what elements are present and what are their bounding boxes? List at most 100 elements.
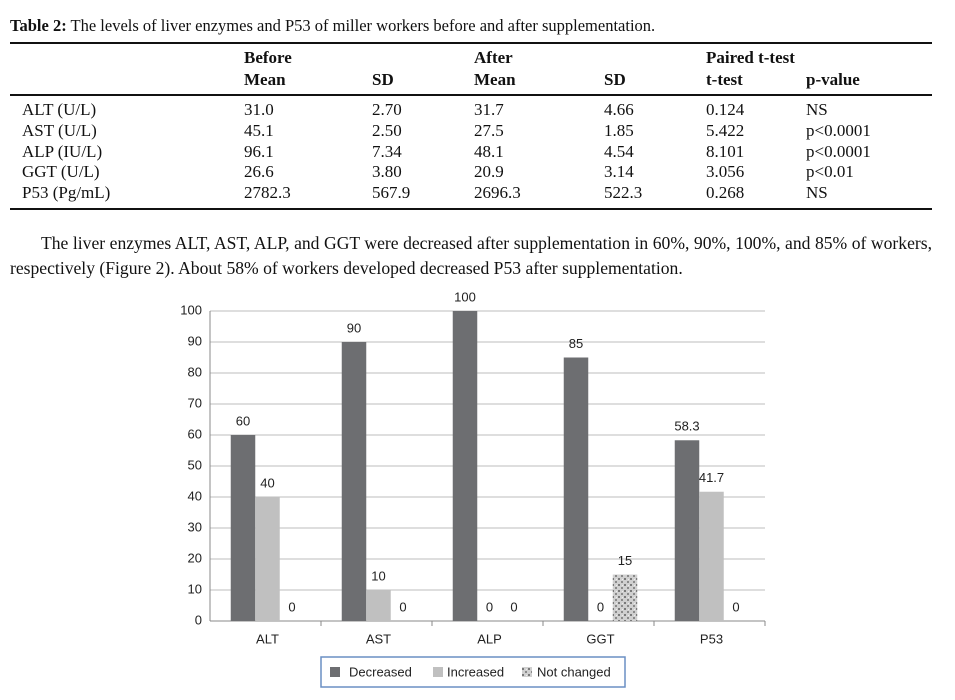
x-tick-label: ALT bbox=[256, 631, 279, 646]
table-cell: 567.9 bbox=[372, 183, 411, 203]
legend-label: Not changed bbox=[537, 664, 611, 679]
table-cell: 27.5 bbox=[474, 120, 504, 140]
paragraph: The liver enzymes ALT, AST, ALP, and GGT… bbox=[10, 233, 932, 278]
value-label: 58.3 bbox=[674, 419, 699, 434]
legend-swatch bbox=[330, 667, 340, 677]
bar bbox=[255, 497, 280, 621]
y-tick-label: 70 bbox=[188, 395, 202, 410]
y-tick-label: 40 bbox=[188, 488, 202, 503]
value-label: 0 bbox=[732, 599, 739, 614]
row-label: AST (U/L) bbox=[22, 120, 97, 140]
value-label: 60 bbox=[236, 413, 250, 428]
bar bbox=[674, 440, 700, 621]
legend-swatch bbox=[522, 667, 532, 677]
value-label: 0 bbox=[288, 599, 295, 614]
table-cell: 26.6 bbox=[244, 162, 274, 182]
group-header: Paired t-test bbox=[706, 48, 795, 67]
table-cell: 4.66 bbox=[604, 100, 634, 119]
table-cell: 8.101 bbox=[706, 141, 745, 161]
table-rule bbox=[10, 208, 932, 210]
column-header: p-value bbox=[806, 70, 860, 89]
value-label: 90 bbox=[347, 320, 361, 335]
value-label: 10 bbox=[371, 568, 385, 583]
table-cell: 3.80 bbox=[372, 162, 402, 182]
table-cell: 0.268 bbox=[706, 183, 745, 203]
y-tick-label: 90 bbox=[188, 333, 202, 348]
table-cell: 3.14 bbox=[604, 162, 634, 182]
table-cell: p<0.01 bbox=[806, 162, 854, 182]
x-tick-label: GGT bbox=[586, 631, 614, 646]
table-cell: 1.85 bbox=[604, 120, 634, 140]
caption-text: The levels of liver enzymes and P53 of m… bbox=[70, 16, 656, 35]
value-label: 85 bbox=[569, 336, 583, 351]
value-label: 0 bbox=[399, 599, 406, 614]
table-cell: 2.70 bbox=[372, 100, 402, 119]
y-tick-label: 0 bbox=[195, 612, 202, 627]
column-header: SD bbox=[372, 70, 394, 89]
value-label: 0 bbox=[510, 599, 517, 614]
table-cell: 2696.3 bbox=[474, 183, 521, 203]
legend-label: Increased bbox=[447, 664, 504, 679]
bar bbox=[563, 357, 589, 621]
table-cell: 96.1 bbox=[244, 141, 274, 161]
y-tick-label: 80 bbox=[188, 364, 202, 379]
row-label: ALP (IU/L) bbox=[22, 141, 103, 161]
table-cell: 5.422 bbox=[706, 120, 745, 140]
table-cell: NS bbox=[806, 100, 828, 119]
table-cell: 2782.3 bbox=[244, 183, 291, 203]
table-cell: 48.1 bbox=[474, 141, 504, 161]
legend-swatch bbox=[433, 667, 443, 677]
table-cell: p<0.0001 bbox=[806, 141, 871, 161]
table-cell: NS bbox=[806, 183, 828, 203]
x-tick-label: AST bbox=[366, 631, 391, 646]
column-header: Mean bbox=[244, 70, 286, 89]
column-header: t-test bbox=[706, 70, 743, 89]
caption-label: Table 2: bbox=[10, 16, 67, 35]
y-tick-label: 100 bbox=[180, 302, 202, 317]
table-cell: 31.7 bbox=[474, 100, 504, 119]
y-tick-label: 60 bbox=[188, 426, 202, 441]
value-label: 0 bbox=[597, 599, 604, 614]
y-tick-label: 10 bbox=[188, 581, 202, 596]
y-tick-label: 50 bbox=[188, 457, 202, 472]
table-rule bbox=[10, 94, 932, 96]
bar bbox=[612, 574, 638, 621]
table-cell: p<0.0001 bbox=[806, 120, 871, 140]
y-tick-label: 30 bbox=[188, 519, 202, 534]
bar bbox=[366, 590, 391, 621]
bar bbox=[341, 342, 367, 621]
table-cell: 20.9 bbox=[474, 162, 504, 182]
value-label: 15 bbox=[618, 553, 632, 568]
chart: 0102030405060708090100ALT60400AST90100AL… bbox=[180, 290, 766, 688]
row-label: P53 (Pg/mL) bbox=[22, 183, 111, 203]
row-label: GGT (U/L) bbox=[22, 162, 100, 182]
bar bbox=[699, 491, 724, 621]
table-rule bbox=[10, 42, 932, 44]
group-header: After bbox=[474, 48, 513, 67]
row-label: ALT (U/L) bbox=[22, 100, 97, 119]
column-header: SD bbox=[604, 70, 626, 89]
table-cell: 0.124 bbox=[706, 100, 745, 119]
table-cell: 7.34 bbox=[372, 141, 402, 161]
legend-box bbox=[320, 656, 626, 688]
y-tick-label: 20 bbox=[188, 550, 202, 565]
table-cell: 522.3 bbox=[604, 183, 643, 203]
table-cell: 4.54 bbox=[604, 141, 634, 161]
value-label: 0 bbox=[486, 599, 493, 614]
value-label: 100 bbox=[454, 290, 476, 304]
x-tick-label: P53 bbox=[700, 631, 723, 646]
column-header: Mean bbox=[474, 70, 516, 89]
bar bbox=[230, 435, 256, 621]
x-tick-label: ALP bbox=[477, 631, 502, 646]
value-label: 41.7 bbox=[699, 470, 724, 485]
bar bbox=[452, 311, 478, 621]
table-cell: 45.1 bbox=[244, 120, 274, 140]
group-header: Before bbox=[244, 48, 292, 67]
value-label: 40 bbox=[260, 475, 274, 490]
legend-label: Decreased bbox=[349, 664, 412, 679]
table-cell: 3.056 bbox=[706, 162, 745, 182]
table-cell: 31.0 bbox=[244, 100, 274, 119]
table-cell: 2.50 bbox=[372, 120, 402, 140]
table-caption: Table 2: The levels of liver enzymes and… bbox=[10, 16, 655, 36]
